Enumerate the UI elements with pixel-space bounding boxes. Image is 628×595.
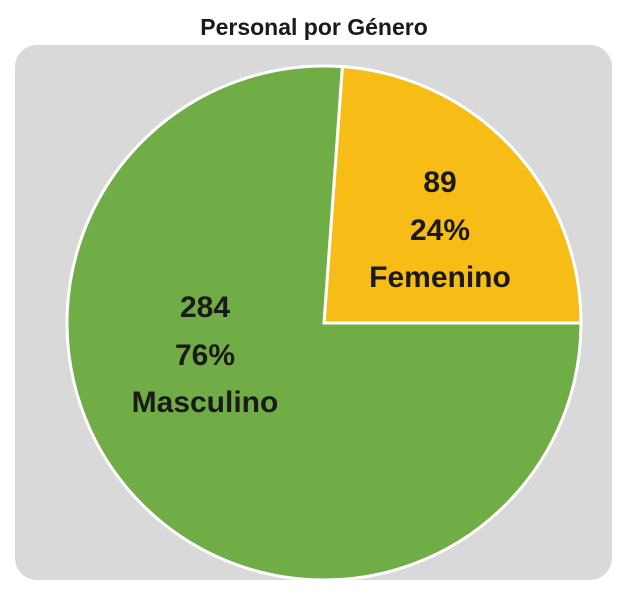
pie — [65, 64, 583, 582]
category-label: Masculino — [132, 386, 279, 419]
percent-label: 24% — [410, 214, 470, 247]
percent-label: 76% — [175, 339, 235, 372]
chart-title: Personal por Género — [200, 14, 428, 40]
value-label: 89 — [423, 166, 456, 199]
pie-slice — [322, 65, 583, 325]
value-label: 284 — [180, 291, 230, 324]
pie-slice — [65, 64, 583, 582]
category-label: Femenino — [369, 261, 511, 294]
